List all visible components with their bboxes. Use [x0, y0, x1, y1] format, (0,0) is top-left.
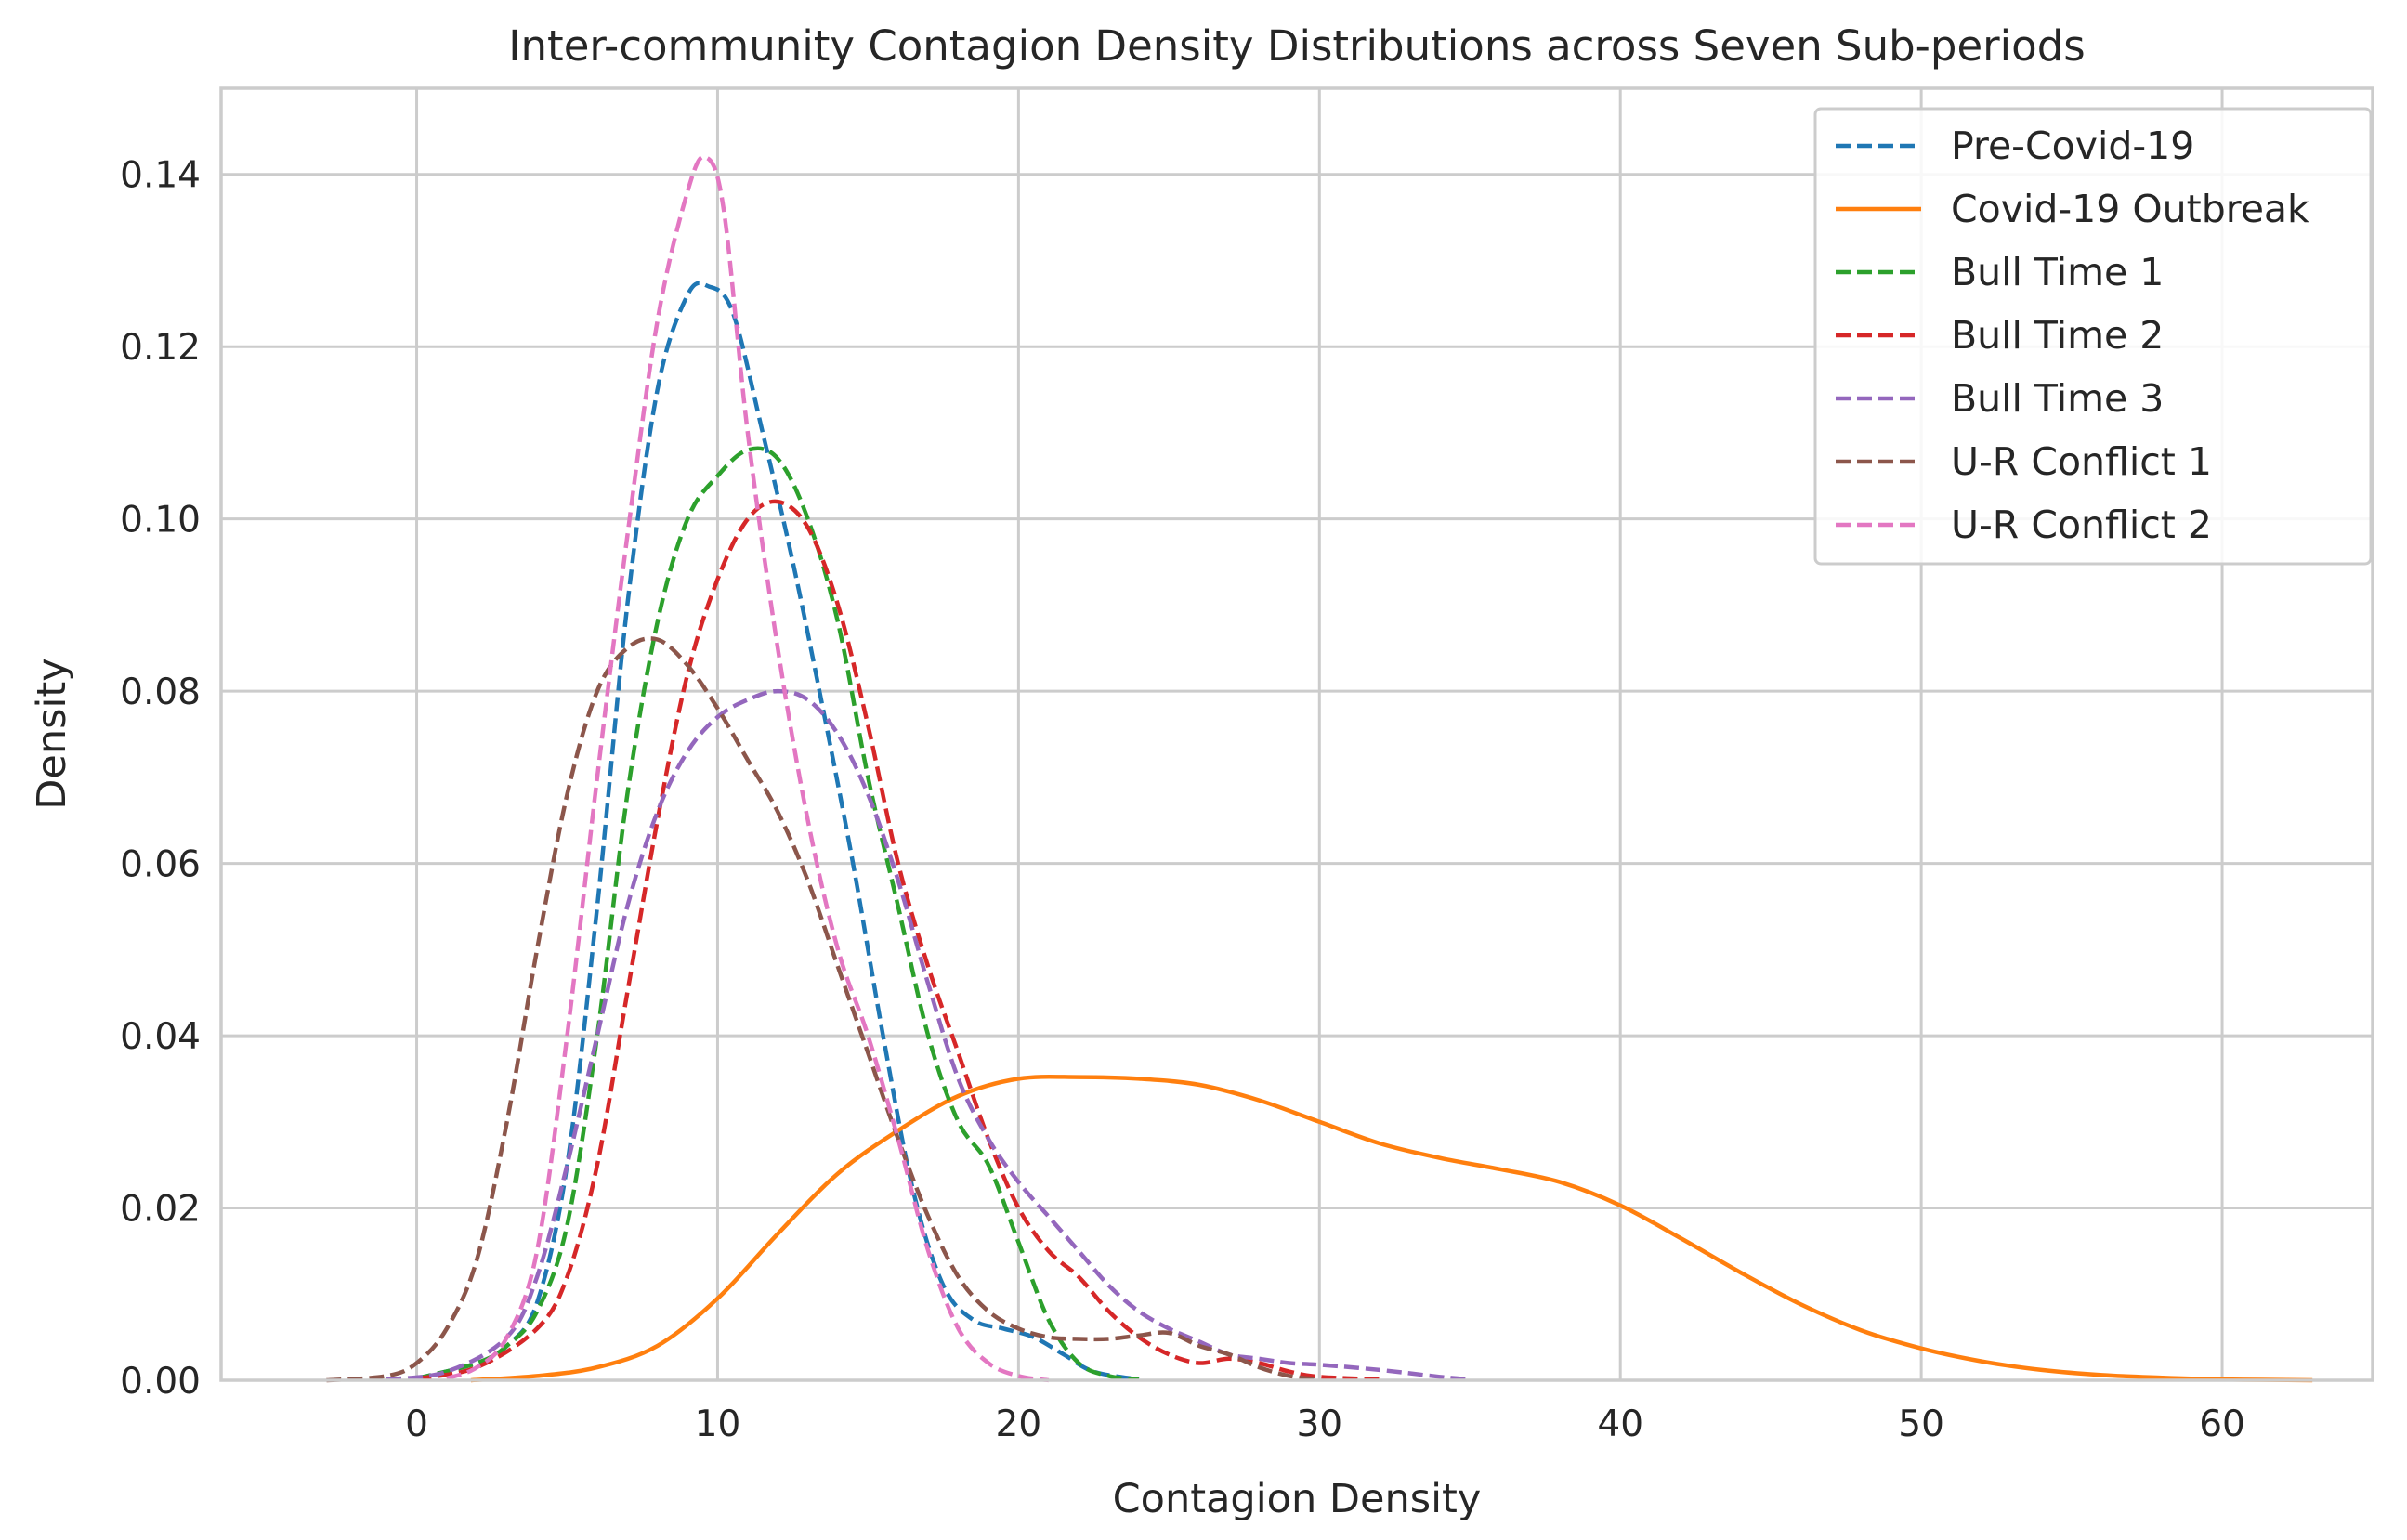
legend-label-u-r-conflict-2: U-R Conflict 2: [1951, 502, 2212, 547]
x-tick-label: 10: [695, 1403, 741, 1445]
x-tick-label: 30: [1296, 1403, 1342, 1445]
tick-layer: 0 10 20 30 40 50 60 0.00 0.02 0.04 0.06 0.08 0.10 0.1…: [120, 155, 2245, 1445]
y-tick-label: 0.04: [120, 1016, 201, 1058]
y-tick-label: 0.02: [120, 1189, 201, 1231]
x-tick-label: 0: [405, 1403, 428, 1445]
x-axis-label: Contagion Density: [1113, 1476, 1482, 1522]
y-axis-label: Density: [29, 658, 75, 809]
y-tick-label: 0.00: [120, 1361, 201, 1403]
series-line-u-r-conflict-1: [326, 636, 1320, 1383]
series-line-bull-time-3: [386, 688, 1471, 1382]
legend-label-bull-time-1: Bull Time 1: [1951, 250, 2164, 294]
x-tick-label: 20: [996, 1403, 1042, 1445]
y-tick-label: 0.10: [120, 500, 201, 542]
series-line-pre-covid-19: [415, 281, 1140, 1382]
legend-box: [1813, 107, 2373, 566]
series-line-bull-time-2: [416, 499, 1380, 1382]
chart-title: Inter-community Contagion Density Distri…: [508, 21, 2085, 71]
series-line-u-r-conflict-2: [446, 154, 1050, 1383]
plot-frame: [219, 86, 2374, 1382]
y-tick-label: 0.08: [120, 672, 201, 713]
x-tick-label: 40: [1597, 1403, 1643, 1445]
legend-label-covid-19-outbreak: Covid-19 Outbreak: [1951, 187, 2309, 231]
x-tick-label: 60: [2199, 1403, 2245, 1445]
series-line-bull-time-1: [415, 446, 1140, 1382]
legend-label-pre-covid-19: Pre-Covid-19: [1951, 124, 2194, 168]
series-line-covid-19-outbreak: [470, 1074, 2313, 1383]
legend-label-bull-time-2: Bull Time 2: [1951, 313, 2164, 358]
legend: Pre-Covid-19 Covid-19 Outbreak Bull Time 1…: [1813, 107, 2373, 566]
legend-label-u-r-conflict-1: U-R Conflict 1: [1951, 439, 2212, 484]
y-tick-label: 0.06: [120, 844, 201, 886]
series-layer: [326, 154, 2313, 1383]
y-tick-label: 0.12: [120, 327, 201, 369]
x-tick-label: 50: [1898, 1403, 1944, 1445]
y-tick-label: 0.14: [120, 155, 201, 197]
legend-label-bull-time-3: Bull Time 3: [1951, 376, 2164, 421]
